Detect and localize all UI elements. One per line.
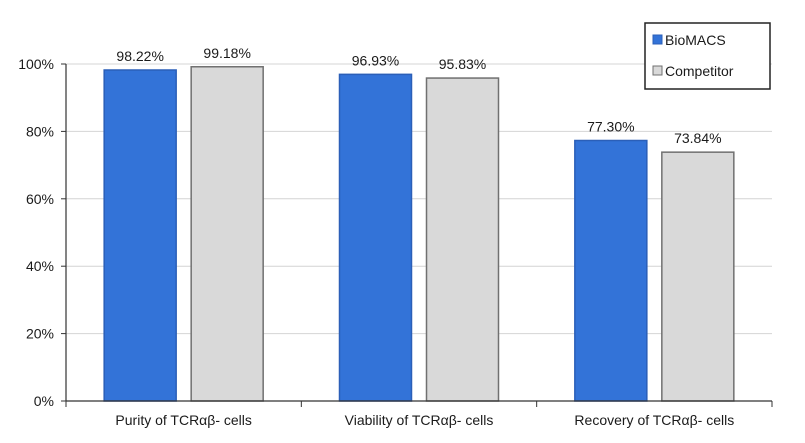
bar-biomacs-1 bbox=[338, 73, 413, 402]
legend-label-competitor: Competitor bbox=[665, 63, 734, 79]
y-tick-label: 60% bbox=[26, 191, 54, 207]
y-tick-label: 40% bbox=[26, 258, 54, 274]
axes bbox=[65, 64, 773, 407]
legend-swatch-biomacs bbox=[652, 34, 663, 45]
x-tick-label: Recovery of TCRαβ- cells bbox=[574, 412, 734, 428]
bar-biomacs-0 bbox=[103, 69, 177, 402]
legend-box bbox=[644, 22, 771, 90]
x-tick-label: Purity of TCRαβ- cells bbox=[115, 412, 251, 428]
y-tick-label: 20% bbox=[26, 326, 54, 342]
bar-competitor-2 bbox=[661, 151, 735, 402]
legend: BioMACS Competitor bbox=[644, 22, 771, 90]
y-tick-label: 80% bbox=[26, 123, 54, 139]
legend-label-biomacs: BioMACS bbox=[665, 32, 726, 48]
bars bbox=[103, 66, 735, 402]
data-label: 73.84% bbox=[674, 130, 721, 146]
bar-biomacs-2 bbox=[574, 139, 648, 402]
data-label: 77.30% bbox=[587, 118, 634, 134]
y-tick-label: 100% bbox=[18, 56, 54, 72]
data-label: 96.93% bbox=[352, 52, 399, 68]
gridlines bbox=[66, 63, 772, 335]
value-labels: 98.22% 96.93% 77.30% 99.18% 95.83% 73.84% bbox=[116, 45, 721, 146]
bar-competitor-1 bbox=[425, 77, 500, 402]
data-label: 98.22% bbox=[116, 48, 163, 64]
legend-swatch-competitor bbox=[652, 65, 663, 76]
y-axis-ticks: 0% 20% 40% 60% 80% 100% bbox=[18, 56, 66, 409]
data-label: 99.18% bbox=[203, 45, 250, 61]
y-tick-label: 0% bbox=[34, 393, 54, 409]
x-tick-label: Viability of TCRαβ- cells bbox=[345, 412, 494, 428]
bar-competitor-0 bbox=[190, 66, 264, 402]
x-axis-labels: Purity of TCRαβ- cells Viability of TCRαβ… bbox=[115, 412, 734, 428]
data-label: 95.83% bbox=[439, 56, 486, 72]
